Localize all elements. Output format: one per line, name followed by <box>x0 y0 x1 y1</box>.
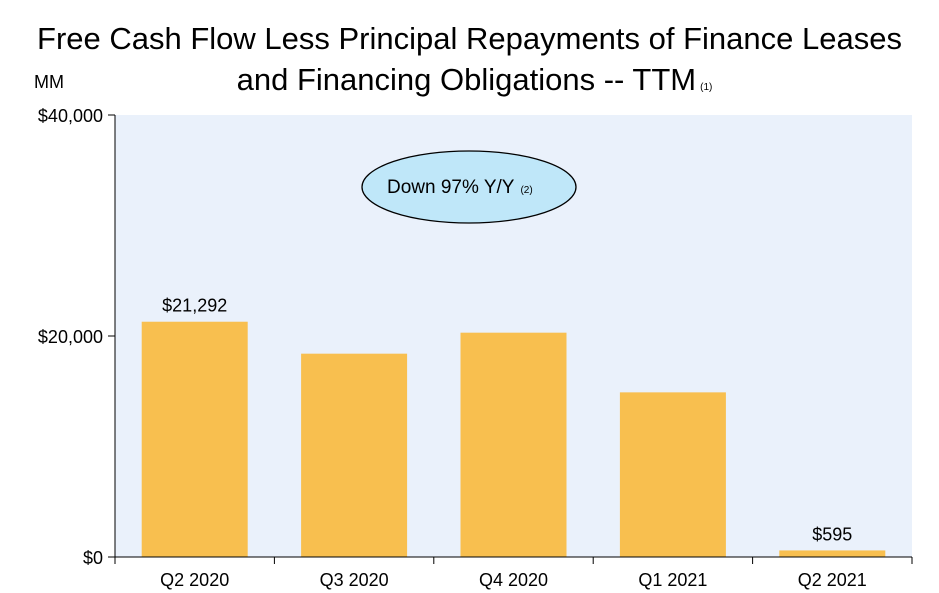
y-tick-label: $40,000 <box>38 106 103 126</box>
data-label: $595 <box>812 524 852 544</box>
chart-title-line-2: and Financing Obligations -- TTM (1) <box>0 59 939 108</box>
title-footnote-marker: (1) <box>700 82 713 93</box>
chart-title-line-1: Free Cash Flow Less Principal Repayments… <box>37 21 902 56</box>
callout-ellipse <box>361 150 577 224</box>
labels-layer: Q2 2020 $21,292 Q3 2020 Q4 2020 Q1 2021 Q2 20… <box>160 296 867 590</box>
y-tick-label: $20,000 <box>38 327 103 347</box>
data-label: $21,292 <box>162 296 227 316</box>
callout-footnote-marker: (2) <box>520 185 532 196</box>
bar-q4-2020 <box>460 332 567 557</box>
x-tick-label: Q2 2021 <box>798 570 867 590</box>
bars-layer <box>141 321 886 557</box>
x-tick-label: Q4 2020 <box>479 570 548 590</box>
x-tick-label: Q1 2021 <box>638 570 707 590</box>
bar-q1-2021 <box>619 392 726 557</box>
y-tick-label: $0 <box>83 548 103 568</box>
callout-text: Down 97% Y/Y (2) <box>387 177 533 198</box>
chart-title: Free Cash Flow Less Principal Repayments… <box>0 18 939 108</box>
chart-title-line-2-text: and Financing Obligations -- TTM <box>236 62 697 97</box>
x-tick-label: Q2 2020 <box>160 570 229 590</box>
unit-label: MM <box>34 72 64 92</box>
bar-q2-2021 <box>779 550 886 557</box>
bar-q2-2020 <box>141 321 248 557</box>
x-tick-label: Q3 2020 <box>320 570 389 590</box>
callout: Down 97% Y/Y (2) <box>361 150 577 224</box>
bar-q3-2020 <box>301 353 408 557</box>
axes: $0 $20,000 $40,000 <box>38 106 913 568</box>
